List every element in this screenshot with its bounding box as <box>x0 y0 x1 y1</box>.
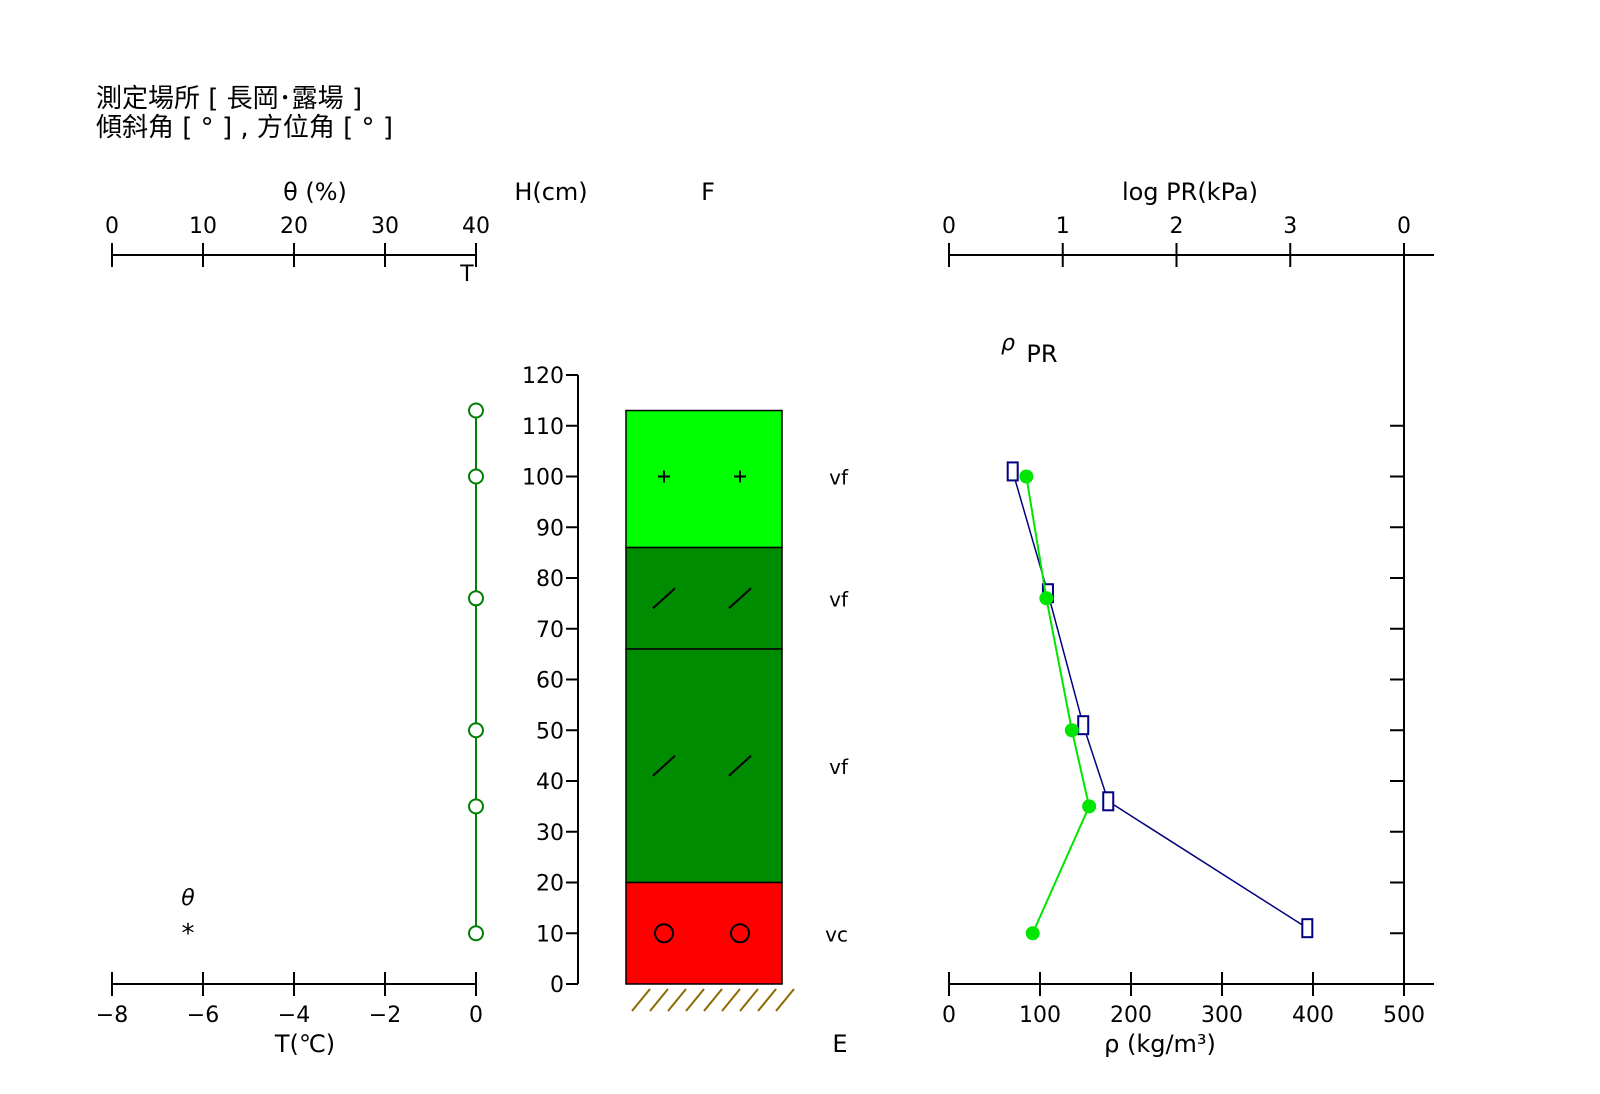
height-tick-label: 20 <box>536 872 564 897</box>
temperature-point <box>468 590 484 607</box>
snow-layer <box>625 648 783 884</box>
stratigraphy-top-label: F <box>701 178 715 206</box>
theta-tick-label: 40 <box>462 214 490 239</box>
height-tick-label: 60 <box>536 669 564 694</box>
theta-tick-label: 10 <box>189 214 217 239</box>
height-tick-label: 50 <box>536 719 564 744</box>
height-axis-title: H(cm) <box>514 178 587 206</box>
theta-tick-label: 20 <box>280 214 308 239</box>
snow-layer <box>625 409 783 549</box>
temperature-point <box>468 722 484 739</box>
height-tick-label: 10 <box>536 922 564 947</box>
ground-hatch <box>739 988 759 1012</box>
slope-aspect-title: 傾斜角 [ ° ] , 方位角 [ ° ] <box>96 113 393 143</box>
log-pr-tick-label: 1 <box>1056 214 1070 239</box>
snow-layer <box>625 546 783 650</box>
ground-hatch <box>667 988 687 1012</box>
layer-hardness-label: vf <box>829 466 849 490</box>
density-tick-label: 300 <box>1201 1003 1243 1028</box>
log-pr-tick-label: 2 <box>1170 214 1184 239</box>
density-point <box>1025 926 1040 941</box>
rho-legend-label: ρ <box>1001 331 1015 356</box>
density-tick-label: 200 <box>1110 1003 1152 1028</box>
density-point <box>1039 591 1054 606</box>
temperature-legend-label: T <box>459 262 474 287</box>
density-point <box>1019 469 1034 484</box>
theta-axis-title: θ (%) <box>283 178 347 206</box>
ground-hatch <box>631 988 651 1012</box>
density-tick-label: 500 <box>1383 1003 1425 1028</box>
density-tick-label: 0 <box>942 1003 956 1028</box>
pr-point <box>1006 461 1019 482</box>
height-tick-label: 40 <box>536 770 564 795</box>
density-series-line <box>1025 476 1091 934</box>
site-title: 測定場所 [ 長岡･露場 ] <box>96 84 363 114</box>
height-tick-label: 100 <box>522 466 564 491</box>
theta-legend-symbol: * <box>182 919 195 949</box>
pr-series-line <box>1011 471 1308 929</box>
density-tick-label: 100 <box>1019 1003 1061 1028</box>
temperature-tick-label: −8 <box>96 1003 128 1028</box>
log-pr-tick-label: 0 <box>1397 214 1411 239</box>
grain-symbol-slash <box>652 587 676 610</box>
log-pr-axis-title: log PR(kPa) <box>1122 178 1258 206</box>
density-point <box>1064 723 1079 738</box>
temperature-point <box>468 798 484 815</box>
pr-point <box>1301 918 1314 939</box>
snow-layer <box>625 881 783 985</box>
height-tick-label: 110 <box>522 415 564 440</box>
pr-point <box>1077 715 1090 736</box>
layer-hardness-label: vf <box>829 587 849 611</box>
temperature-axis-title: T(℃) <box>274 1030 335 1058</box>
layer-hardness-label: vf <box>829 755 849 779</box>
layer-hardness-label: vc <box>825 922 848 946</box>
temperature-point <box>468 925 484 942</box>
theta-tick-label: 30 <box>371 214 399 239</box>
grain-symbol-circle <box>730 923 750 944</box>
temperature-point <box>468 402 484 419</box>
ground-hatch <box>685 988 705 1012</box>
height-tick-label: 80 <box>536 567 564 592</box>
stratigraphy-bottom-label: E <box>832 1030 847 1058</box>
grain-symbol-slash <box>652 755 676 777</box>
density-axis-title: ρ (kg/m³) <box>1104 1030 1216 1058</box>
pr-point <box>1102 791 1115 812</box>
ground-hatch <box>703 988 723 1012</box>
temperature-tick-label: −4 <box>278 1003 310 1028</box>
temperature-tick-label: −2 <box>369 1003 401 1028</box>
ground-hatch <box>775 988 795 1012</box>
ground-hatch <box>649 988 669 1012</box>
height-tick-label: 0 <box>550 973 564 998</box>
height-tick-label: 90 <box>536 516 564 541</box>
temperature-tick-label: 0 <box>469 1003 483 1028</box>
density-point <box>1082 799 1097 814</box>
height-tick-label: 120 <box>522 364 564 389</box>
temperature-point <box>468 468 484 485</box>
grain-symbol-slash <box>728 755 752 777</box>
ground-hatch <box>721 988 741 1012</box>
theta-legend-label: θ <box>181 886 195 911</box>
log-pr-tick-label: 3 <box>1283 214 1297 239</box>
log-pr-tick-label: 0 <box>942 214 956 239</box>
ground-hatch <box>757 988 777 1012</box>
density-tick-label: 400 <box>1292 1003 1334 1028</box>
temperature-tick-label: −6 <box>187 1003 219 1028</box>
theta-tick-label: 0 <box>105 214 119 239</box>
height-tick-label: 30 <box>536 821 564 846</box>
pr-legend-label: PR <box>1026 340 1057 368</box>
grain-symbol-circle <box>654 923 674 944</box>
grain-symbol-slash <box>728 587 752 610</box>
height-tick-label: 70 <box>536 618 564 643</box>
